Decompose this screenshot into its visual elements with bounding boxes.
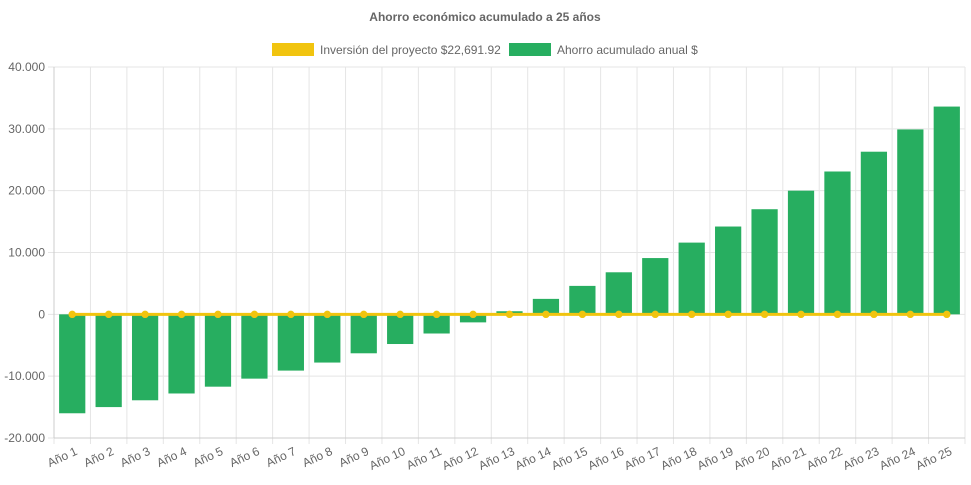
- x-tick-label: Año 16: [586, 444, 627, 473]
- x-tick-label: Año 10: [367, 444, 408, 473]
- investment-point-15: [578, 310, 587, 319]
- investment-point-24: [906, 310, 915, 319]
- investment-point-8: [323, 310, 331, 319]
- x-tick-label: Año 21: [768, 444, 809, 473]
- investment-point-19: [724, 310, 732, 319]
- x-tick-label: Año 14: [513, 444, 554, 473]
- investment-point-3: [141, 310, 149, 319]
- bar-6: [241, 314, 268, 379]
- bar-25: [933, 106, 960, 315]
- x-tick-label: Año 15: [549, 444, 590, 473]
- x-tick-label: Año 4: [154, 444, 189, 470]
- bar-5: [204, 314, 232, 387]
- investment-point-7: [287, 310, 295, 319]
- investment-point-5: [214, 310, 222, 319]
- investment-point-2: [104, 310, 113, 319]
- x-tick-label: Año 6: [227, 444, 262, 470]
- investment-point-4: [177, 310, 186, 319]
- y-tick-label: -20.000: [4, 431, 45, 445]
- investment-point-11: [432, 310, 441, 319]
- x-tick-label: Año 2: [82, 444, 117, 470]
- investment-point-10: [396, 310, 404, 319]
- bar-2: [95, 314, 122, 408]
- bar-16: [605, 272, 632, 315]
- x-tick-label: Año 23: [841, 444, 882, 473]
- legend: Inversión del proyecto $22,691.92 Ahorro…: [272, 43, 698, 57]
- bar-12: [459, 314, 487, 323]
- bar-7: [277, 314, 304, 371]
- y-tick-label: 40.000: [8, 60, 45, 74]
- x-tick-label: Año 13: [476, 444, 517, 473]
- investment-point-18: [688, 310, 696, 319]
- legend-swatch-savings[interactable]: [509, 43, 551, 56]
- x-tick-label: Año 5: [191, 444, 226, 470]
- x-tick-label: Año 25: [914, 444, 955, 473]
- investment-point-1: [68, 310, 76, 319]
- x-tick-label: Año 7: [264, 444, 299, 470]
- bar-22: [824, 171, 851, 315]
- investment-point-9: [360, 310, 368, 319]
- y-tick-label: -10.000: [4, 369, 45, 383]
- bar-19: [715, 226, 742, 315]
- bar-18: [678, 242, 705, 315]
- bars: [59, 106, 960, 414]
- investment-point-20: [760, 310, 769, 319]
- bar-15: [569, 285, 596, 315]
- x-tick-label: Año 17: [622, 444, 663, 473]
- legend-label-savings[interactable]: Ahorro acumulado anual $: [557, 43, 698, 57]
- chart-title: Ahorro económico acumulado a 25 años: [369, 10, 601, 24]
- x-tick-label: Año 20: [731, 444, 772, 473]
- y-axis-ticks: 40.000 30.000 20.000 10.000 0 -10.000 -20.000: [4, 60, 45, 445]
- x-tick-label: Año 22: [804, 444, 845, 473]
- x-tick-label: Año 12: [440, 444, 481, 473]
- bar-8: [314, 314, 341, 363]
- bar-4: [168, 314, 195, 394]
- investment-point-21: [797, 310, 805, 319]
- y-tick-label: 0: [38, 307, 45, 321]
- bar-11: [423, 314, 450, 334]
- y-tick-label: 10.000: [8, 246, 45, 260]
- bar-9: [350, 314, 377, 354]
- x-tick-label: Año 18: [659, 444, 700, 473]
- x-tick-label: Año 11: [404, 444, 444, 473]
- legend-swatch-investment[interactable]: [272, 43, 314, 56]
- bar-20: [751, 209, 778, 315]
- investment-point-6: [250, 310, 259, 319]
- x-tick-label: Año 9: [337, 444, 372, 470]
- investment-point-17: [651, 310, 659, 319]
- x-tick-label: Año 3: [118, 444, 153, 470]
- y-tick-label: 30.000: [8, 122, 45, 136]
- x-tick-label: Año 1: [45, 444, 80, 470]
- bar-10: [387, 314, 414, 345]
- bar-3: [131, 314, 159, 401]
- investment-point-23: [870, 310, 878, 319]
- investment-point-25: [943, 310, 951, 319]
- y-tick-label: 20.000: [8, 184, 45, 198]
- investment-point-13: [505, 310, 514, 319]
- legend-label-investment[interactable]: Inversión del proyecto $22,691.92: [320, 43, 501, 57]
- bar-24: [897, 129, 924, 315]
- bar-21: [787, 190, 815, 315]
- investment-point-22: [833, 310, 842, 319]
- bar-1: [59, 314, 86, 414]
- investment-line: [68, 310, 951, 319]
- x-tick-label: Año 8: [300, 444, 335, 470]
- bar-14: [532, 298, 560, 315]
- x-tick-label: Año 19: [695, 444, 736, 473]
- investment-point-12: [469, 310, 477, 319]
- x-tick-label: Año 24: [877, 444, 918, 473]
- bar-23: [860, 151, 888, 315]
- grid: [48, 66, 966, 444]
- x-axis-ticks: Año 1 Año 2 Año 3 Año 4 Año 5 Año 6 Año 7 Año 8…: [45, 444, 954, 473]
- investment-point-16: [615, 310, 623, 319]
- bar-17: [642, 258, 669, 315]
- investment-point-14: [542, 310, 550, 319]
